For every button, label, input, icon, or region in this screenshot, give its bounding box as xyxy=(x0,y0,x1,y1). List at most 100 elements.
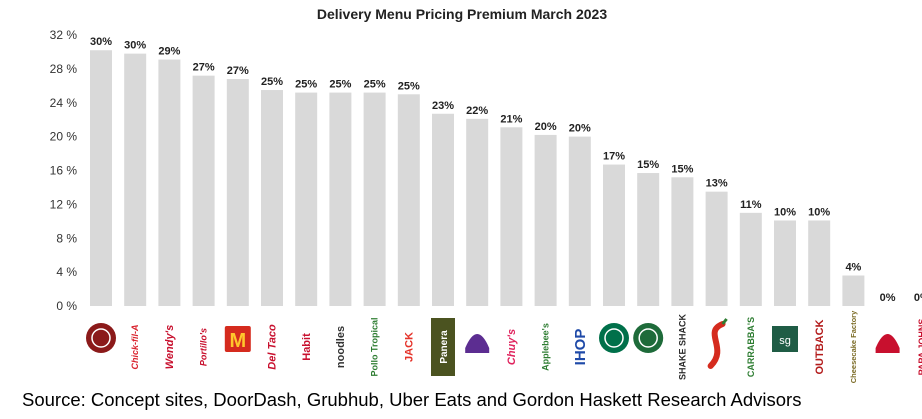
y-tick-label: 28 % xyxy=(50,62,78,76)
data-label: 15% xyxy=(671,163,693,175)
bar xyxy=(500,127,523,306)
logo-text: IHOP xyxy=(572,329,589,366)
logo-bg xyxy=(772,326,798,352)
data-label: 11% xyxy=(740,199,762,211)
brand-logo: sg xyxy=(772,326,798,352)
data-label: 25% xyxy=(261,76,283,88)
brand-logo: Cheesecake Factory xyxy=(849,310,858,383)
data-label: 13% xyxy=(706,178,728,190)
logo-text: JACK xyxy=(403,332,415,362)
data-label: 25% xyxy=(364,79,386,91)
brand-logo: noodles xyxy=(335,326,347,368)
logo-shape xyxy=(465,334,490,348)
data-labels: 30% 30% 29% 27% 27% 25% 25% 25% 25% 25% 23% 22% 21% 2… xyxy=(90,36,922,304)
data-label: 23% xyxy=(432,100,454,112)
brand-logo xyxy=(465,334,490,353)
bar xyxy=(226,79,249,306)
data-label: 15% xyxy=(637,159,659,171)
bar xyxy=(637,173,660,306)
data-label: 27% xyxy=(193,62,215,74)
brand-logo: M xyxy=(224,326,251,352)
data-label: 20% xyxy=(569,123,591,135)
data-label: 10% xyxy=(808,206,830,218)
brand-logo: SHAKE SHACK xyxy=(677,314,687,381)
bar xyxy=(705,191,728,306)
bar xyxy=(671,177,694,306)
brand-logo xyxy=(86,323,116,353)
bar xyxy=(774,220,796,306)
bar xyxy=(568,136,591,306)
logo-text: CARRABBA'S xyxy=(746,317,756,377)
logo-shape xyxy=(875,334,900,348)
y-tick-label: 12 % xyxy=(50,197,78,211)
logo-badge xyxy=(599,323,629,353)
logo-text: Wendy's xyxy=(164,325,176,370)
logo-text: Habit xyxy=(301,333,313,361)
bar xyxy=(295,92,318,307)
brand-logo: Panera xyxy=(431,318,455,376)
brand-logo: Chuy's xyxy=(506,329,518,365)
category-logos: Chick-fil-A Wendy's Portillo's M Del Taco Hab… xyxy=(86,310,922,383)
y-axis: 0 % 4 % 8 % 12 % 16 % 20 % 24 % 28 % 32 % xyxy=(50,28,78,313)
bar xyxy=(397,94,420,306)
logo-text: Pollo Tropical xyxy=(370,317,380,376)
logo-ring xyxy=(604,328,624,348)
data-label: 17% xyxy=(603,151,625,163)
logo-text: Portillo's xyxy=(199,328,209,366)
logo-text: Panera xyxy=(439,330,450,364)
brand-logo xyxy=(707,318,728,369)
logo-text: M xyxy=(229,330,246,352)
data-label: 10% xyxy=(774,206,796,218)
bar xyxy=(466,118,489,306)
logo-text: noodles xyxy=(335,326,347,368)
source-note: Source: Concept sites, DoorDash, Grubhub… xyxy=(22,389,802,410)
pepper-shape xyxy=(707,321,726,369)
logo-text: Applebee's xyxy=(541,323,551,371)
y-tick-label: 0 % xyxy=(56,299,77,313)
data-label: 30% xyxy=(124,40,146,52)
brand-logo xyxy=(875,334,900,353)
logo-base xyxy=(465,348,490,353)
logo-text: SHAKE SHACK xyxy=(677,314,687,381)
y-tick-label: 24 % xyxy=(50,96,78,110)
data-label: 20% xyxy=(535,121,557,133)
logo-text: Cheesecake Factory xyxy=(849,310,858,383)
bar xyxy=(842,275,865,306)
logo-ring xyxy=(91,328,111,348)
brand-logo: JACK xyxy=(403,332,415,362)
chart-title: Delivery Menu Pricing Premium March 2023 xyxy=(317,6,607,22)
bar xyxy=(261,90,283,306)
bar xyxy=(363,92,386,307)
data-label: 25% xyxy=(329,79,351,91)
y-tick-label: 8 % xyxy=(56,231,77,245)
logo-text: Chick-fil-A xyxy=(130,325,140,370)
brand-logo: Habit xyxy=(301,333,313,361)
bars xyxy=(90,50,865,307)
bar xyxy=(534,134,557,306)
data-label: 30% xyxy=(90,36,112,48)
data-label: 22% xyxy=(466,105,488,117)
logo-text: Del Taco xyxy=(267,324,279,370)
bar xyxy=(739,212,762,306)
bar xyxy=(158,59,181,307)
brand-logo: OUTBACK xyxy=(814,319,826,374)
y-tick-label: 16 % xyxy=(50,164,78,178)
bar xyxy=(329,92,352,307)
data-label: 25% xyxy=(398,80,420,92)
y-tick-label: 20 % xyxy=(50,130,78,144)
data-label: 25% xyxy=(295,79,317,91)
brand-logo: Chick-fil-A xyxy=(130,325,140,370)
brand-logo xyxy=(599,323,629,353)
brand-logo: IHOP xyxy=(572,329,589,366)
bar xyxy=(603,164,625,306)
bar xyxy=(432,113,454,307)
logo-text: PAPA JOHNS xyxy=(917,319,922,376)
data-label: 27% xyxy=(227,65,249,77)
brand-logo: Portillo's xyxy=(199,328,209,366)
logo-badge xyxy=(633,323,664,353)
logo-text: Chuy's xyxy=(506,329,518,365)
brand-logo: Del Taco xyxy=(267,324,279,370)
brand-logo: PAPA JOHNS xyxy=(917,319,922,376)
logo-text: sg xyxy=(779,335,791,347)
